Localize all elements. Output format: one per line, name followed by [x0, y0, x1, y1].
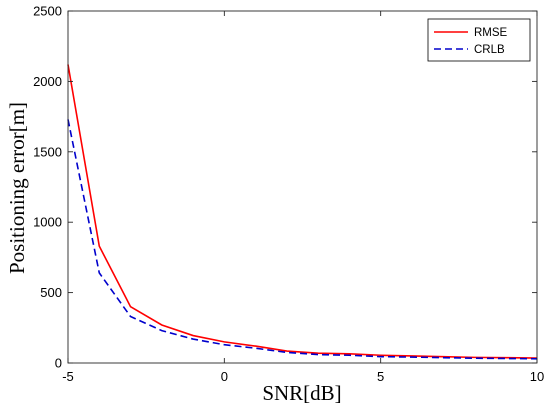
y-tick-label: 2000: [33, 74, 62, 89]
plot-background: [68, 11, 537, 363]
y-tick-label: 2500: [33, 4, 62, 19]
axes-frame: [67, 10, 538, 364]
x-tick-label: 5: [377, 369, 384, 384]
series-line-rmse: [67, 64, 538, 359]
legend-label-crlb: CRLB: [474, 44, 505, 56]
y-tick-label: 1000: [33, 215, 62, 230]
series-line-crlb: [67, 119, 538, 360]
x-axis-title: SNR[dB]: [262, 381, 341, 405]
legend-label-rmse: RMSE: [474, 27, 508, 39]
axes-box: [67, 10, 538, 364]
legend: RMSE CRLB: [427, 18, 531, 62]
x-tick-label: -5: [62, 369, 74, 384]
y-tick-label: 500: [40, 285, 62, 300]
y-axis-title: Positioning error[m]: [5, 102, 29, 274]
tick-marks: [67, 10, 538, 364]
x-tick-label: 10: [530, 369, 544, 384]
x-tick-label: 0: [221, 369, 228, 384]
plot-area: [68, 11, 537, 363]
y-tick-label: 0: [55, 356, 62, 371]
legend-box: [427, 18, 531, 62]
y-tick-label: 1500: [33, 144, 62, 159]
series-layer: [67, 64, 538, 360]
